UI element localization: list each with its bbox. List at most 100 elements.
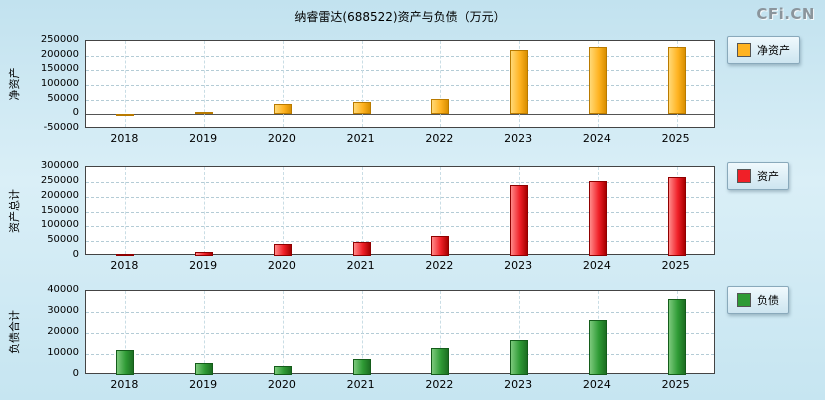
y-tick-label: 200000 <box>40 189 79 201</box>
y-tick-label: 100000 <box>40 78 79 89</box>
x-tick-label: 2023 <box>504 259 533 272</box>
bar <box>273 366 292 375</box>
x-tick-label: 2020 <box>267 259 296 272</box>
x-tick-label: 2021 <box>346 378 375 391</box>
x-tick-label: 2020 <box>267 378 296 391</box>
bar <box>195 252 214 256</box>
grid-line-v <box>361 291 363 373</box>
grid-line-v <box>125 291 127 373</box>
bar <box>510 184 529 256</box>
y-tick-label: 100000 <box>40 219 79 231</box>
grid-line-v <box>204 41 206 127</box>
y-axis-title: 负债合计 <box>8 310 21 354</box>
bar <box>431 99 450 115</box>
x-tick-label: 2022 <box>425 378 454 391</box>
bar <box>667 47 686 115</box>
bar <box>588 320 607 375</box>
grid-line-v <box>125 167 127 254</box>
y-tick-label: 50000 <box>47 234 79 246</box>
plot-area <box>85 40 715 128</box>
y-tick-label: 250000 <box>40 174 79 186</box>
bar <box>431 347 450 375</box>
x-tick-label: 2023 <box>504 132 533 145</box>
x-tick-label: 2025 <box>661 378 690 391</box>
bar <box>431 235 450 256</box>
x-tick-label: 2022 <box>425 259 454 272</box>
grid-line-v <box>282 167 284 254</box>
y-tick-label: 0 <box>72 249 79 260</box>
grid-line-h <box>86 226 714 228</box>
grid-line-v <box>125 41 127 127</box>
y-tick-label: 150000 <box>40 63 79 75</box>
y-tick-label: 250000 <box>40 34 79 45</box>
x-tick-label: 2019 <box>189 259 218 272</box>
grid-line-h <box>86 241 714 243</box>
grid-line-v <box>440 291 442 373</box>
grid-line-h <box>86 99 714 101</box>
grid-line-v <box>282 291 284 373</box>
grid-line-v <box>440 41 442 127</box>
x-tick-label: 2018 <box>110 259 139 272</box>
grid-line-h <box>86 312 714 313</box>
grid-line-v <box>282 41 284 127</box>
plot-area <box>85 290 715 375</box>
legend-swatch <box>737 293 751 307</box>
x-tick-label: 2025 <box>661 132 690 145</box>
y-tick-label: 10000 <box>47 347 79 358</box>
x-tick-label: 2024 <box>582 378 611 391</box>
grid-line-h <box>86 55 714 57</box>
legend-swatch <box>737 169 751 183</box>
grid-line-v <box>519 291 521 373</box>
legend: 资产 <box>727 162 789 190</box>
x-tick-label: 2023 <box>504 378 533 391</box>
bar <box>116 253 135 256</box>
legend-label: 资产 <box>757 170 779 183</box>
x-tick-label: 2021 <box>346 132 375 145</box>
bar <box>116 113 135 116</box>
bar <box>667 177 686 256</box>
y-tick-label: -50000 <box>43 122 79 133</box>
bar <box>667 299 686 375</box>
bar <box>588 46 607 115</box>
cfi-logo: CFi.CN <box>756 5 815 23</box>
bar <box>273 104 292 115</box>
page-title: 纳睿雷达(688522)资产与负债（万元） <box>294 10 506 24</box>
y-tick-label: 300000 <box>40 160 79 171</box>
y-tick-label: 30000 <box>47 305 79 316</box>
plot-area <box>85 166 715 256</box>
grid-line-h <box>86 114 714 116</box>
bar <box>352 359 371 375</box>
y-tick-label: 40000 <box>47 284 79 295</box>
bar <box>510 340 529 375</box>
grid-line-h <box>86 354 714 355</box>
grid-line-h <box>86 333 714 334</box>
x-tick-label: 2019 <box>189 132 218 145</box>
grid-line-h <box>86 181 714 183</box>
bar <box>510 49 529 115</box>
bar <box>352 102 371 115</box>
y-tick-label: 150000 <box>40 204 79 216</box>
y-tick-label: 200000 <box>40 48 79 60</box>
legend: 净资产 <box>727 36 800 64</box>
legend-label: 负债 <box>757 294 779 307</box>
y-tick-label: 0 <box>72 368 79 379</box>
bar <box>352 241 371 256</box>
y-tick-label: 50000 <box>47 92 79 104</box>
bar <box>195 111 214 115</box>
x-tick-label: 2018 <box>110 132 139 145</box>
grid-line-h <box>86 85 714 86</box>
x-tick-label: 2018 <box>110 378 139 391</box>
x-tick-label: 2025 <box>661 259 690 272</box>
y-axis-title: 净资产 <box>8 67 21 101</box>
grid-line-h <box>86 211 714 213</box>
grid-line-v <box>440 167 442 254</box>
grid-line-v <box>204 167 206 254</box>
x-tick-label: 2021 <box>346 259 375 272</box>
bar <box>273 244 292 256</box>
legend-swatch <box>737 43 751 57</box>
x-tick-label: 2024 <box>582 259 611 272</box>
y-axis-title: 资产总计 <box>8 188 21 233</box>
grid-line-h <box>86 70 714 72</box>
x-tick-label: 2022 <box>425 132 454 145</box>
